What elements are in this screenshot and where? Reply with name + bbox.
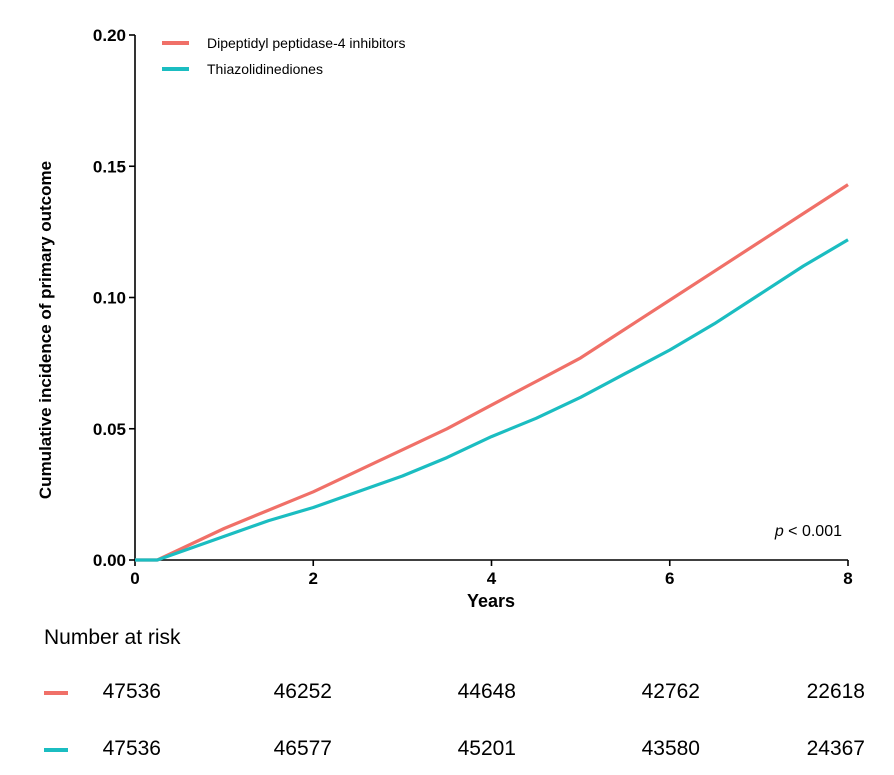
risk-count: 46577 — [273, 737, 332, 760]
risk-row-2: 47536 46577 45201 43580 24367 — [0, 735, 894, 765]
p-value-symbol: p — [774, 523, 784, 540]
p-value-annotation: p < 0.001 — [774, 523, 842, 540]
axes: 0.00 0.05 0.10 0.15 0.20 0 2 4 6 8 — [93, 26, 853, 588]
risk-count: 47536 — [102, 680, 161, 703]
x-tick-label: 0 — [130, 569, 139, 588]
y-tick-label: 0.20 — [93, 26, 126, 45]
chart: 0.00 0.05 0.10 0.15 0.20 0 2 4 6 8 Dipeptidyl pep… — [36, 26, 853, 611]
risk-count: 45201 — [457, 737, 516, 760]
y-tick-label: 0.10 — [93, 289, 126, 308]
x-tick-label: 4 — [487, 569, 497, 588]
x-axis-label: Years — [467, 591, 515, 611]
y-tick-label: 0.15 — [93, 157, 126, 176]
risk-row-1: 47536 46252 44648 42762 22618 — [0, 678, 894, 708]
risk-row-swatch — [44, 691, 68, 695]
y-axis-label: Cumulative incidence of primary outcome — [36, 161, 55, 499]
x-tick-label: 2 — [309, 569, 318, 588]
series-line-1 — [135, 183, 849, 562]
x-tick-label: 8 — [843, 569, 852, 588]
series-line-2 — [135, 238, 849, 562]
series-layer — [135, 183, 849, 562]
risk-count: 44648 — [457, 680, 516, 703]
risk-count: 22618 — [806, 680, 865, 703]
risk-table-title: Number at risk — [44, 626, 181, 649]
legend-label-1: Dipeptidyl peptidase-4 inhibitors — [207, 35, 405, 51]
risk-row-swatch — [44, 748, 68, 752]
risk-count: 42762 — [641, 680, 700, 703]
risk-count: 43580 — [641, 737, 700, 760]
p-value-text: < 0.001 — [784, 523, 842, 540]
risk-count: 47536 — [102, 737, 161, 760]
legend: Dipeptidyl peptidase-4 inhibitors Thiazol… — [162, 35, 405, 77]
legend-label-2: Thiazolidinediones — [207, 61, 323, 77]
y-tick-label: 0.00 — [93, 551, 126, 570]
risk-count: 46252 — [273, 680, 332, 703]
x-tick-label: 6 — [665, 569, 674, 588]
risk-count: 24367 — [806, 737, 865, 760]
y-tick-label: 0.05 — [93, 420, 126, 439]
